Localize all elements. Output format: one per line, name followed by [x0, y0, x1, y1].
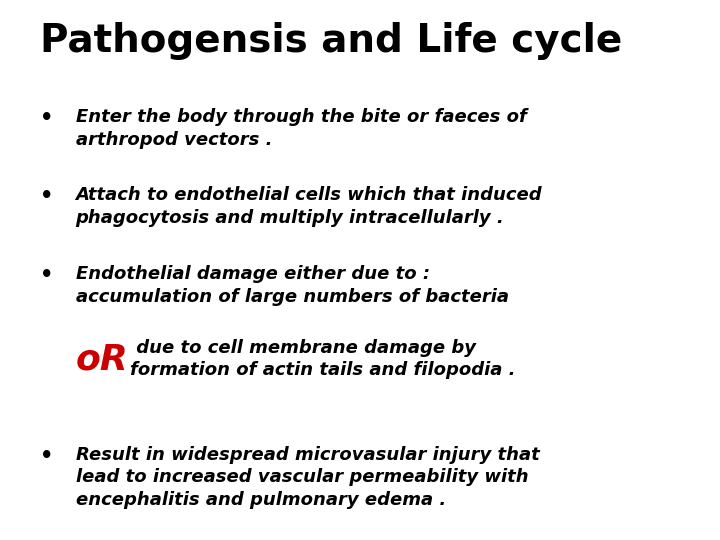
Text: Result in widespread microvasular injury that
lead to increased vascular permeab: Result in widespread microvasular injury… — [76, 446, 539, 509]
Text: Endothelial damage either due to :
accumulation of large numbers of bacteria: Endothelial damage either due to : accum… — [76, 265, 508, 306]
Text: Enter the body through the bite or faeces of
arthropod vectors .: Enter the body through the bite or faece… — [76, 108, 526, 149]
Text: Pathogensis and Life cycle: Pathogensis and Life cycle — [40, 22, 622, 59]
Text: oR: oR — [76, 343, 128, 377]
Text: due to cell membrane damage by
formation of actin tails and filopodia .: due to cell membrane damage by formation… — [130, 339, 515, 380]
Text: •: • — [40, 265, 53, 285]
Text: •: • — [40, 186, 53, 206]
Text: •: • — [40, 108, 53, 128]
Text: •: • — [40, 446, 53, 465]
Text: Attach to endothelial cells which that induced
phagocytosis and multiply intrace: Attach to endothelial cells which that i… — [76, 186, 542, 227]
